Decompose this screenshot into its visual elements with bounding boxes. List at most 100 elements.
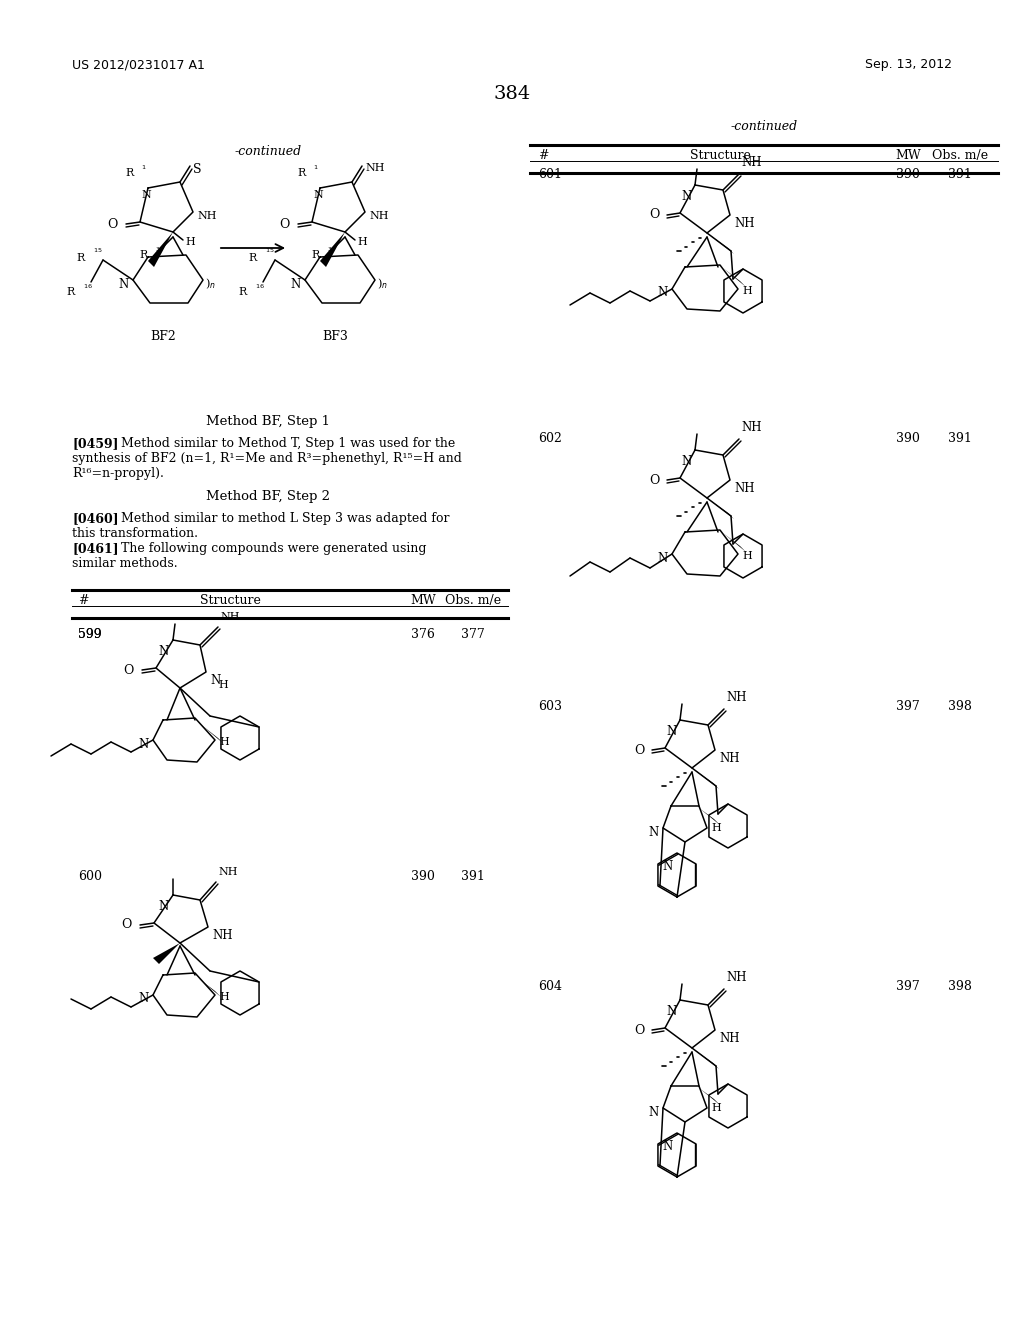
Text: R: R xyxy=(126,168,134,178)
Polygon shape xyxy=(199,723,224,744)
Text: O: O xyxy=(635,743,645,756)
Text: N: N xyxy=(649,825,659,838)
Text: H: H xyxy=(218,680,227,690)
Text: NH: NH xyxy=(212,929,232,942)
Text: NH: NH xyxy=(741,421,762,434)
Text: )$_n$: )$_n$ xyxy=(205,277,216,292)
Text: R: R xyxy=(77,253,85,263)
Text: O: O xyxy=(108,218,118,231)
Polygon shape xyxy=(723,268,746,286)
Text: NH: NH xyxy=(365,162,384,173)
Text: Method similar to method L Step 3 was adapted for: Method similar to method L Step 3 was ad… xyxy=(113,512,450,525)
Text: Obs. m/e: Obs. m/e xyxy=(445,594,501,607)
Text: [0461]: [0461] xyxy=(72,543,119,554)
Text: $^{16}$: $^{16}$ xyxy=(83,284,93,293)
Text: R¹⁶=n-propyl).: R¹⁶=n-propyl). xyxy=(72,467,164,480)
Text: O: O xyxy=(124,664,134,676)
Text: $^{15}$: $^{15}$ xyxy=(93,248,102,256)
Text: 600: 600 xyxy=(78,870,102,883)
Text: 398: 398 xyxy=(948,700,972,713)
Polygon shape xyxy=(707,498,734,519)
Text: 599: 599 xyxy=(78,628,101,642)
Text: 603: 603 xyxy=(538,700,562,713)
Text: 599: 599 xyxy=(78,628,101,642)
Text: US 2012/0231017 A1: US 2012/0231017 A1 xyxy=(72,58,205,71)
Text: $^{15}$: $^{15}$ xyxy=(265,248,274,256)
Polygon shape xyxy=(148,232,173,267)
Text: H: H xyxy=(742,550,752,561)
Text: R: R xyxy=(139,249,148,260)
Text: N: N xyxy=(291,277,301,290)
Text: 376: 376 xyxy=(411,628,435,642)
Text: N: N xyxy=(657,286,668,300)
Text: $^1$: $^1$ xyxy=(313,165,318,174)
Text: O: O xyxy=(649,474,660,487)
Text: [0460]: [0460] xyxy=(72,512,119,525)
Text: Method BF, Step 2: Method BF, Step 2 xyxy=(206,490,330,503)
Text: NH: NH xyxy=(726,972,746,983)
Text: The following compounds were generated using: The following compounds were generated u… xyxy=(113,543,427,554)
Text: BF2: BF2 xyxy=(151,330,176,343)
Text: -continued: -continued xyxy=(730,120,798,133)
Text: N: N xyxy=(682,455,692,469)
Polygon shape xyxy=(699,808,720,825)
Text: $^3$: $^3$ xyxy=(327,246,333,255)
Text: -continued: -continued xyxy=(234,145,301,158)
Text: 391: 391 xyxy=(948,432,972,445)
Text: #: # xyxy=(538,149,549,162)
Polygon shape xyxy=(153,942,180,964)
Text: NH: NH xyxy=(726,690,746,704)
Text: N: N xyxy=(662,1139,672,1152)
Text: 398: 398 xyxy=(948,979,972,993)
Text: H: H xyxy=(711,822,721,833)
Text: synthesis of BF2 (n=1, R¹=Me and R³=phenethyl, R¹⁵=H and: synthesis of BF2 (n=1, R¹=Me and R³=phen… xyxy=(72,451,462,465)
Text: 377: 377 xyxy=(461,628,485,642)
Text: O: O xyxy=(122,919,132,932)
Text: H: H xyxy=(219,993,228,1002)
Text: N: N xyxy=(657,552,668,565)
Text: 604: 604 xyxy=(538,979,562,993)
Text: Sep. 13, 2012: Sep. 13, 2012 xyxy=(865,58,952,71)
Text: #: # xyxy=(78,594,88,607)
Text: NH: NH xyxy=(369,211,388,220)
Text: N: N xyxy=(667,1005,677,1018)
Text: H: H xyxy=(711,1104,721,1113)
Text: NH: NH xyxy=(741,156,762,169)
Text: N: N xyxy=(682,190,692,203)
Text: R: R xyxy=(249,253,257,263)
Text: 601: 601 xyxy=(538,168,562,181)
Text: N: N xyxy=(159,645,169,657)
Polygon shape xyxy=(319,232,345,267)
Text: [0459]: [0459] xyxy=(72,437,119,450)
Text: NH: NH xyxy=(719,752,739,766)
Text: O: O xyxy=(635,1023,645,1036)
Text: S: S xyxy=(193,162,202,176)
Text: R: R xyxy=(239,286,247,297)
Text: similar methods.: similar methods. xyxy=(72,557,177,570)
Text: Structure: Structure xyxy=(689,149,751,162)
Text: 390: 390 xyxy=(411,870,435,883)
Text: NH: NH xyxy=(197,211,216,220)
Text: N: N xyxy=(141,190,151,201)
Text: N: N xyxy=(138,993,150,1006)
Text: N: N xyxy=(210,675,220,686)
Text: 390: 390 xyxy=(896,168,920,181)
Polygon shape xyxy=(198,978,221,997)
Text: N: N xyxy=(119,277,129,290)
Text: NH: NH xyxy=(734,216,755,230)
Polygon shape xyxy=(699,1088,720,1105)
Text: )$_n$: )$_n$ xyxy=(377,277,388,292)
Text: Method similar to Method T, Step 1 was used for the: Method similar to Method T, Step 1 was u… xyxy=(113,437,456,450)
Text: $^1$: $^1$ xyxy=(141,165,146,174)
Text: O: O xyxy=(280,218,290,231)
Text: R: R xyxy=(67,286,75,297)
Text: N: N xyxy=(649,1106,659,1118)
Text: this transformation.: this transformation. xyxy=(72,527,198,540)
Text: N: N xyxy=(159,900,169,913)
Text: 391: 391 xyxy=(948,168,972,181)
Text: 391: 391 xyxy=(461,870,485,883)
Text: N: N xyxy=(138,738,150,751)
Polygon shape xyxy=(723,533,746,552)
Polygon shape xyxy=(707,234,734,253)
Text: O: O xyxy=(649,209,660,222)
